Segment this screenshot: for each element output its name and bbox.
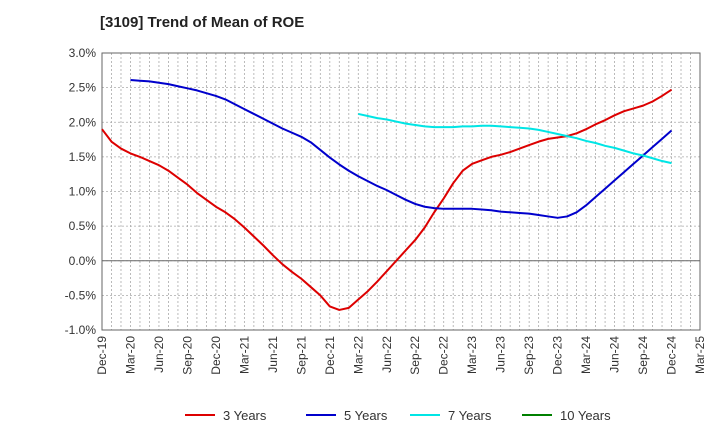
legend-label: 5 Years: [344, 408, 388, 423]
y-tick-label: 0.0%: [69, 254, 97, 268]
y-tick-label: 2.0%: [69, 115, 97, 129]
x-tick-label: Dec-20: [209, 336, 223, 375]
x-tick-label: Jun-24: [608, 336, 622, 373]
y-tick-label: -0.5%: [65, 288, 97, 302]
x-tick-label: Mar-23: [465, 336, 479, 374]
x-tick-label: Mar-24: [579, 336, 593, 374]
x-tick-label: Sep-22: [408, 336, 422, 375]
x-tick-label: Mar-21: [237, 336, 251, 374]
plot-area: [102, 53, 700, 330]
x-tick-label: Jun-21: [266, 336, 280, 373]
legend-label: 10 Years: [560, 408, 611, 423]
x-tick-label: Dec-23: [551, 336, 565, 375]
x-tick-label: Mar-20: [123, 336, 137, 374]
x-tick-label: Mar-25: [693, 336, 707, 374]
x-tick-label: Mar-22: [351, 336, 365, 374]
series-line-3-years: [101, 88, 673, 311]
x-tick-label: Jun-22: [380, 336, 394, 373]
x-tick-label: Dec-21: [323, 336, 337, 375]
x-tick-label: Sep-24: [636, 336, 650, 375]
chart-title: [3109] Trend of Mean of ROE: [100, 14, 305, 31]
series-line-7-years: [358, 112, 672, 165]
plot-border: [101, 52, 701, 331]
x-tick-label: Dec-24: [665, 336, 679, 375]
x-tick-label: Dec-19: [95, 336, 109, 375]
x-tick-label: Sep-21: [294, 336, 308, 375]
series-line-5-years: [130, 79, 673, 219]
x-tick-label: Dec-22: [437, 336, 451, 375]
x-tick-label: Sep-20: [180, 336, 194, 375]
y-tick-label: -1.0%: [65, 323, 97, 337]
y-tick-label: 2.5%: [69, 81, 97, 95]
y-tick-label: 1.5%: [69, 150, 97, 164]
x-tick-label: Jun-23: [494, 336, 508, 373]
legend-label: 3 Years: [223, 408, 267, 423]
y-tick-label: 0.5%: [69, 219, 97, 233]
y-tick-label: 3.0%: [69, 46, 97, 60]
legend-label: 7 Years: [448, 408, 492, 423]
x-tick-label: Sep-23: [522, 336, 536, 375]
x-tick-label: Jun-20: [152, 336, 166, 373]
y-tick-label: 1.0%: [69, 185, 97, 199]
